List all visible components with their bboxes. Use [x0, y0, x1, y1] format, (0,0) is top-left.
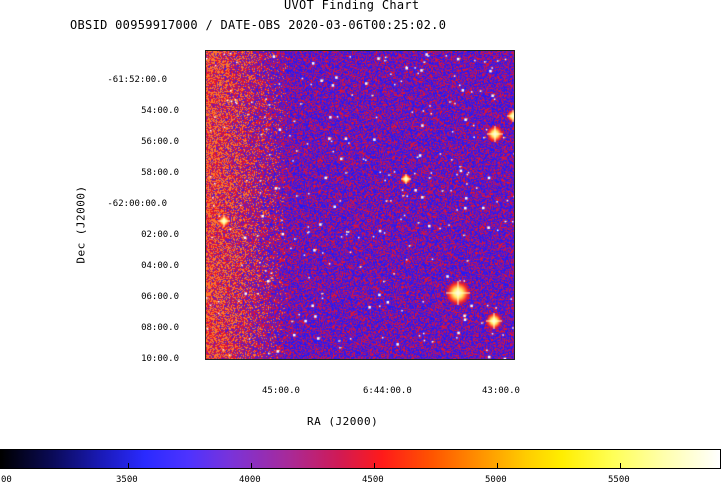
- y-tick-label: 10:00.0: [141, 354, 179, 364]
- colorbar-tick: [128, 463, 129, 469]
- colorbar-tick: [374, 463, 375, 469]
- colorbar-tick-label: 3500: [116, 475, 138, 485]
- x-tick-label: 43:00.0: [482, 386, 520, 396]
- y-tick-label: 04:00.0: [141, 261, 179, 271]
- chart-subtitle: OBSID 00959917000 / DATE-OBS 2020-03-06T…: [70, 18, 447, 32]
- y-axis-label: Dec (J2000): [74, 185, 88, 264]
- y-tick-label: 08:00.0: [141, 323, 179, 333]
- colorbar-tick-label: 5000: [485, 475, 507, 485]
- colorbar-tick: [251, 463, 252, 469]
- y-tick-label: 54:00.0: [141, 106, 179, 116]
- colorbar-tick: [620, 463, 621, 469]
- sky-image-canvas: [206, 51, 514, 359]
- sky-image[interactable]: [205, 50, 515, 360]
- colorbar-tick-label: 4500: [362, 475, 384, 485]
- y-tick-label: 58:00.0: [141, 168, 179, 178]
- x-tick-label: 6:44:00.0: [363, 386, 412, 396]
- chart-title: UVOT Finding Chart: [284, 0, 420, 12]
- y-tick-label: -61:52:00.0: [107, 75, 167, 85]
- y-tick-label: 56:00.0: [141, 137, 179, 147]
- colorbar: [0, 449, 721, 469]
- colorbar-tick-label: 00: [1, 475, 12, 485]
- x-tick-label: 45:00.0: [262, 386, 300, 396]
- x-axis-label: RA (J2000): [307, 415, 379, 428]
- y-tick-label: 02:00.0: [141, 230, 179, 240]
- y-tick-label: -62:00:00.0: [107, 199, 167, 209]
- colorbar-tick-label: 5500: [608, 475, 630, 485]
- colorbar-tick: [497, 463, 498, 469]
- y-tick-label: 06:00.0: [141, 292, 179, 302]
- colorbar-tick-label: 4000: [239, 475, 261, 485]
